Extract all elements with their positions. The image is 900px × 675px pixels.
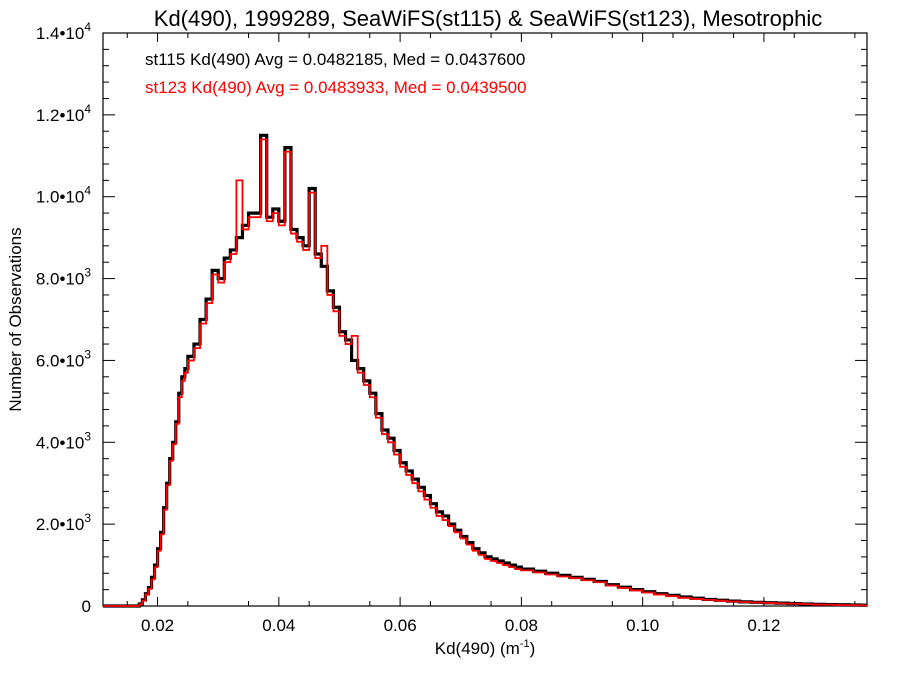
plot-frame [102,32,868,607]
x-tick-label: 0.12 [747,616,780,635]
y-tick-label: 1.2•104 [36,102,92,125]
x-axis-label-text: Kd(490) (m [435,639,520,658]
histogram-series-st123 [103,138,867,607]
x-tick-label: 0.02 [141,616,174,635]
y-tick-label: 0 [82,597,91,616]
chart-title: Kd(490), 1999289, SeaWiFS(st115) & SeaWi… [154,6,822,31]
histogram-series-st115 [103,133,867,608]
y-tick-label-exponent: 3 [84,266,91,280]
legend-annotation-st123: st123 Kd(490) Avg = 0.0483933, Med = 0.0… [145,78,527,97]
y-tick-label: 1.0•104 [36,184,92,207]
y-tick-label-exponent: 3 [84,511,91,525]
x-tick-label: 0.10 [626,616,659,635]
y-tick-label-mantissa: 8.0•10 [36,270,85,289]
x-tick-label: 0.06 [384,616,417,635]
y-tick-label: 8.0•103 [36,266,92,289]
y-tick-label-exponent: 4 [84,184,91,198]
y-tick-label-exponent: 4 [84,102,91,116]
y-axis-label: Number of Observations [6,227,25,411]
x-axis-label: Kd(490) (m-1) [435,638,535,658]
y-tick-label-mantissa: 1.0•10 [36,188,85,207]
y-tick-label-mantissa: 6.0•10 [36,351,85,370]
plot-area: 0.02 0.04 0.06 0.08 0.10 0.1202.0•1034.0•1036… [6,20,868,658]
y-tick-label-exponent: 3 [84,429,91,443]
y-tick-label-mantissa: 2.0•10 [36,515,85,534]
y-tick-label-exponent: 4 [84,20,91,34]
x-tick-label: 0.08 [505,616,538,635]
y-tick-label-mantissa: 1.4•10 [36,24,85,43]
y-tick-label-mantissa: 4.0•10 [36,433,85,452]
y-tick-label: 6.0•103 [36,347,92,370]
y-tick-label-exponent: 3 [84,347,91,361]
x-tick-label: 0.04 [262,616,295,635]
x-axis-label-close: ) [530,639,536,658]
x-axis-label-exponent: -1 [520,638,530,650]
y-tick-label-mantissa: 1.2•10 [36,106,85,125]
legend-annotation-st115: st115 Kd(490) Avg = 0.0482185, Med = 0.0… [145,50,525,69]
y-tick-label: 4.0•103 [36,429,92,452]
y-tick-label-mantissa: 0 [82,597,91,616]
y-tick-label: 2.0•103 [36,511,92,534]
y-tick-label: 1.4•104 [36,20,92,43]
